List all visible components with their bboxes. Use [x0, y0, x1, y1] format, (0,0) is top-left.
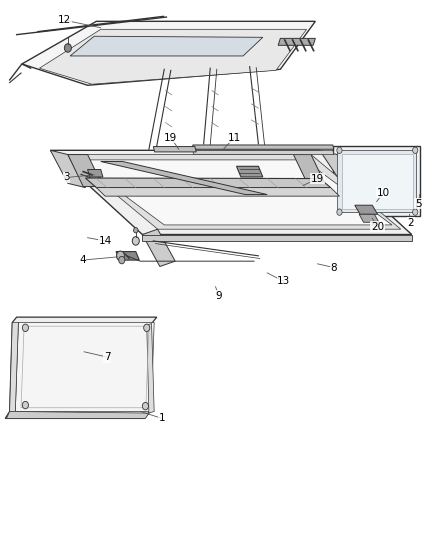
- Polygon shape: [193, 145, 334, 149]
- Polygon shape: [68, 155, 401, 229]
- Circle shape: [144, 324, 150, 332]
- Polygon shape: [39, 29, 307, 84]
- Polygon shape: [7, 411, 149, 418]
- Polygon shape: [5, 317, 157, 418]
- Circle shape: [64, 44, 71, 52]
- Circle shape: [142, 402, 148, 410]
- Text: 19: 19: [311, 174, 324, 183]
- Text: 9: 9: [215, 291, 223, 301]
- Polygon shape: [85, 178, 331, 188]
- Polygon shape: [320, 150, 359, 188]
- Polygon shape: [342, 154, 413, 209]
- Text: 12: 12: [58, 15, 71, 25]
- Text: 4: 4: [79, 255, 86, 265]
- Text: 11: 11: [228, 133, 241, 142]
- Polygon shape: [147, 324, 154, 413]
- Polygon shape: [337, 150, 416, 212]
- Circle shape: [413, 147, 418, 154]
- Polygon shape: [10, 322, 18, 411]
- Polygon shape: [142, 229, 175, 266]
- Text: 7: 7: [104, 352, 111, 362]
- Polygon shape: [153, 147, 196, 152]
- Circle shape: [134, 228, 138, 233]
- Polygon shape: [293, 155, 326, 187]
- Polygon shape: [50, 150, 412, 235]
- Text: 2: 2: [407, 218, 414, 228]
- Polygon shape: [237, 166, 263, 177]
- Text: 13: 13: [277, 277, 290, 286]
- Polygon shape: [88, 169, 103, 177]
- Polygon shape: [68, 155, 103, 187]
- Polygon shape: [193, 150, 334, 155]
- Circle shape: [22, 401, 28, 409]
- Polygon shape: [96, 188, 339, 196]
- Polygon shape: [22, 21, 315, 85]
- Text: 3: 3: [63, 173, 70, 182]
- Circle shape: [119, 256, 125, 264]
- Circle shape: [337, 147, 342, 154]
- Polygon shape: [355, 205, 378, 214]
- Polygon shape: [359, 214, 379, 222]
- Circle shape: [132, 237, 139, 245]
- Text: 20: 20: [371, 222, 384, 231]
- Circle shape: [413, 209, 418, 215]
- Polygon shape: [142, 235, 412, 241]
- Text: 19: 19: [164, 133, 177, 142]
- Text: 1: 1: [159, 414, 166, 423]
- Polygon shape: [101, 161, 267, 195]
- Polygon shape: [15, 322, 154, 411]
- Text: 10: 10: [377, 188, 390, 198]
- Polygon shape: [116, 252, 139, 260]
- Text: 5: 5: [415, 199, 422, 208]
- Circle shape: [337, 209, 342, 215]
- Polygon shape: [70, 36, 263, 56]
- Polygon shape: [278, 38, 315, 45]
- Polygon shape: [50, 150, 85, 188]
- Text: 14: 14: [99, 236, 112, 246]
- Polygon shape: [77, 160, 392, 225]
- Text: 8: 8: [330, 263, 337, 272]
- Circle shape: [22, 324, 28, 332]
- Polygon shape: [333, 146, 420, 216]
- Circle shape: [117, 251, 124, 261]
